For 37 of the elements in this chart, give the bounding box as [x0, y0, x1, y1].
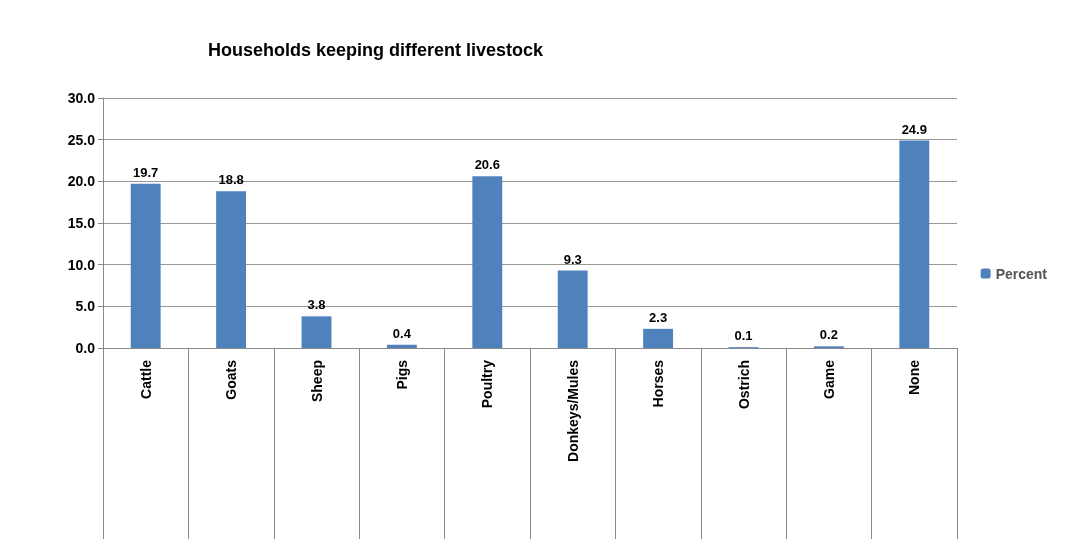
y-tick-label: 5.0 — [75, 298, 96, 315]
x-tick-label: Horses — [650, 359, 667, 408]
y-tick-label: 15.0 — [67, 215, 96, 231]
data-label: 0.2 — [819, 327, 838, 343]
bar — [899, 140, 930, 348]
chart-title: Households keeping different livestock — [208, 40, 545, 60]
bar — [557, 270, 588, 348]
data-label: 2.3 — [649, 309, 668, 325]
y-tick-label: 0.0 — [75, 340, 96, 356]
x-tick-label: Poultry — [479, 359, 496, 409]
legend-label: Percent — [995, 265, 1048, 282]
data-label: 19.7 — [133, 164, 159, 180]
y-tick-label: 30.0 — [67, 90, 96, 106]
bar — [130, 183, 161, 348]
bar — [472, 176, 503, 348]
x-tick-label: None — [906, 359, 923, 395]
data-label: 0.1 — [734, 328, 753, 344]
data-label: 24.9 — [901, 121, 927, 137]
bar — [643, 328, 674, 348]
x-tick-label: Game — [820, 359, 837, 399]
bar — [216, 191, 247, 348]
y-tick-label: 20.0 — [67, 173, 96, 190]
bar — [386, 344, 417, 348]
y-tick-label: 10.0 — [67, 256, 96, 273]
data-label: 3.8 — [307, 297, 326, 313]
data-label: 0.4 — [392, 325, 412, 341]
y-tick-label: 25.0 — [67, 131, 96, 148]
data-label: 20.6 — [474, 157, 500, 173]
data-label: 9.3 — [563, 251, 582, 267]
x-tick-label: Pigs — [393, 359, 410, 390]
x-tick-label: Sheep — [308, 360, 325, 403]
bar — [301, 316, 332, 348]
x-tick-label: Goats — [223, 359, 240, 400]
x-tick-label: Donkeys/Mules — [564, 359, 581, 462]
x-tick-label: Ostrich — [735, 360, 752, 410]
x-tick-label: Cattle — [137, 359, 154, 399]
data-label: 18.8 — [218, 172, 244, 188]
